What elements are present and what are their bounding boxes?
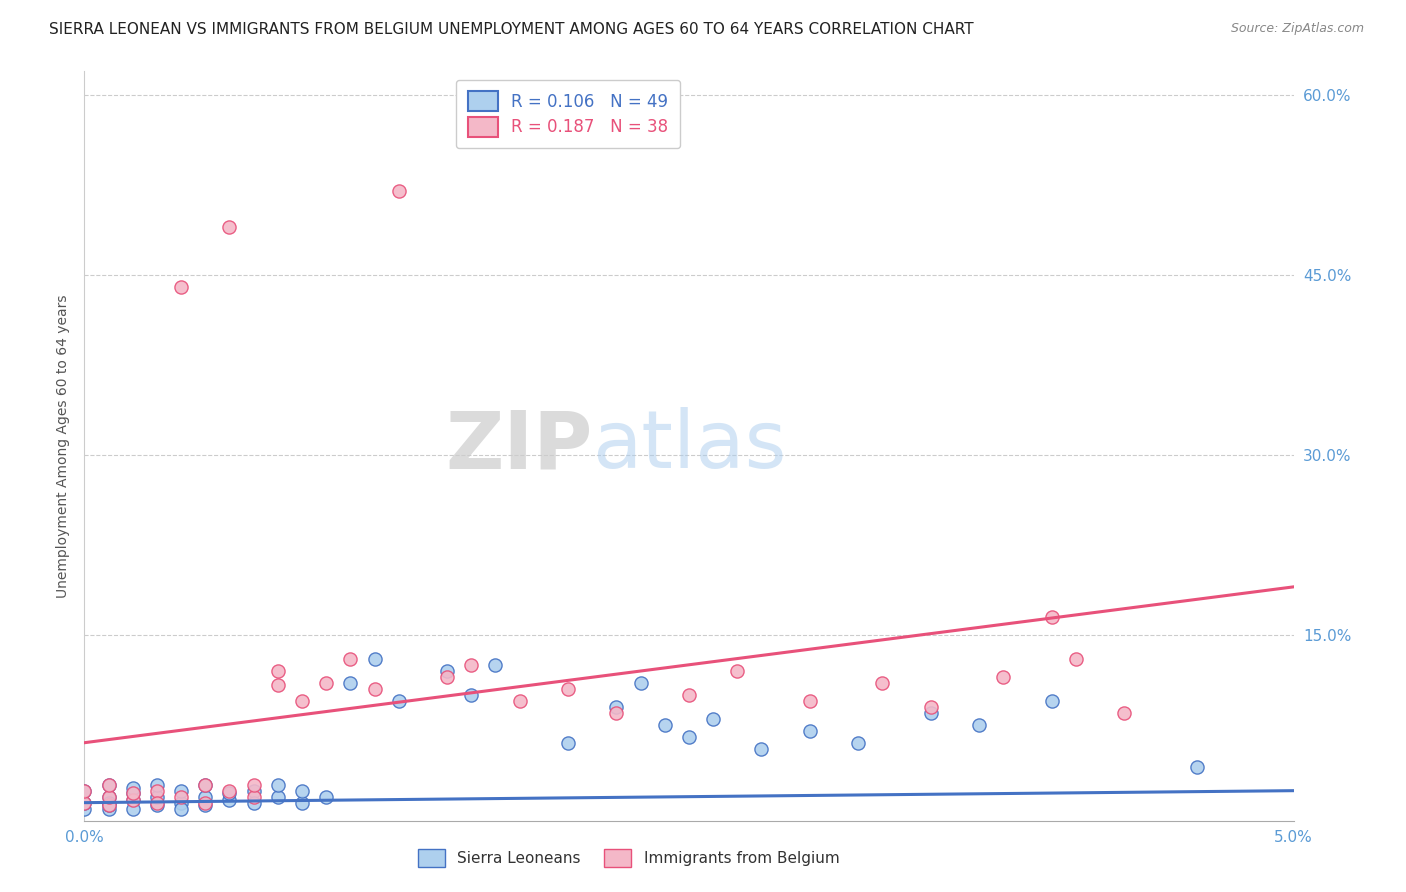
Point xyxy=(146,798,169,813)
Point xyxy=(121,793,143,807)
Point xyxy=(751,741,773,756)
Point xyxy=(267,778,290,792)
Point xyxy=(1064,652,1087,666)
Point xyxy=(557,736,579,750)
Text: Source: ZipAtlas.com: Source: ZipAtlas.com xyxy=(1230,22,1364,36)
Point xyxy=(1114,706,1136,720)
Point xyxy=(460,688,482,702)
Point xyxy=(872,675,894,690)
Text: atlas: atlas xyxy=(592,407,786,485)
Legend: Sierra Leoneans, Immigrants from Belgium: Sierra Leoneans, Immigrants from Belgium xyxy=(412,843,845,873)
Point xyxy=(436,670,458,684)
Text: SIERRA LEONEAN VS IMMIGRANTS FROM BELGIUM UNEMPLOYMENT AMONG AGES 60 TO 64 YEARS: SIERRA LEONEAN VS IMMIGRANTS FROM BELGIU… xyxy=(49,22,974,37)
Point xyxy=(73,783,96,797)
Point xyxy=(73,796,96,810)
Point xyxy=(97,789,120,804)
Point xyxy=(267,678,290,692)
Point xyxy=(97,778,120,792)
Point xyxy=(363,652,385,666)
Point xyxy=(242,783,264,797)
Point xyxy=(194,778,217,792)
Point xyxy=(702,712,724,726)
Point xyxy=(267,789,290,804)
Point xyxy=(170,783,193,797)
Point xyxy=(630,675,652,690)
Point xyxy=(654,717,676,731)
Point xyxy=(218,220,240,235)
Point xyxy=(121,781,143,796)
Point xyxy=(146,778,169,792)
Point xyxy=(146,783,169,797)
Point xyxy=(97,796,120,810)
Point xyxy=(799,694,821,708)
Point xyxy=(242,789,264,804)
Point xyxy=(460,657,482,672)
Point xyxy=(1185,760,1208,774)
Point xyxy=(678,688,700,702)
Point xyxy=(97,802,120,816)
Point xyxy=(218,793,240,807)
Point xyxy=(920,706,942,720)
Point xyxy=(1040,694,1063,708)
Point xyxy=(967,717,990,731)
Point xyxy=(1040,610,1063,624)
Point xyxy=(218,786,240,800)
Point xyxy=(388,184,411,198)
Point xyxy=(194,778,217,792)
Point xyxy=(267,664,290,678)
Point xyxy=(242,796,264,810)
Point xyxy=(920,699,942,714)
Point xyxy=(121,786,143,800)
Point xyxy=(725,664,748,678)
Point xyxy=(291,783,314,797)
Point xyxy=(509,694,531,708)
Point xyxy=(218,783,240,797)
Point xyxy=(170,796,193,810)
Point xyxy=(97,778,120,792)
Point xyxy=(121,786,143,800)
Point xyxy=(170,789,193,804)
Point xyxy=(605,706,627,720)
Point xyxy=(605,699,627,714)
Point xyxy=(73,783,96,797)
Point xyxy=(121,802,143,816)
Point xyxy=(315,789,337,804)
Point xyxy=(146,796,169,810)
Point xyxy=(194,789,217,804)
Point xyxy=(315,675,337,690)
Text: ZIP: ZIP xyxy=(444,407,592,485)
Point xyxy=(799,723,821,738)
Point xyxy=(73,802,96,816)
Point xyxy=(846,736,869,750)
Point xyxy=(146,789,169,804)
Point xyxy=(194,796,217,810)
Point xyxy=(97,789,120,804)
Point xyxy=(242,778,264,792)
Point xyxy=(678,730,700,744)
Point xyxy=(97,798,120,813)
Point xyxy=(436,664,458,678)
Point xyxy=(121,793,143,807)
Point xyxy=(170,802,193,816)
Point xyxy=(291,694,314,708)
Y-axis label: Unemployment Among Ages 60 to 64 years: Unemployment Among Ages 60 to 64 years xyxy=(56,294,70,598)
Point xyxy=(388,694,411,708)
Point xyxy=(194,798,217,813)
Point xyxy=(73,796,96,810)
Point xyxy=(363,681,385,696)
Point xyxy=(97,798,120,813)
Point xyxy=(484,657,506,672)
Point xyxy=(557,681,579,696)
Point xyxy=(993,670,1015,684)
Point xyxy=(339,652,361,666)
Point xyxy=(291,796,314,810)
Point xyxy=(339,675,361,690)
Point xyxy=(170,280,193,294)
